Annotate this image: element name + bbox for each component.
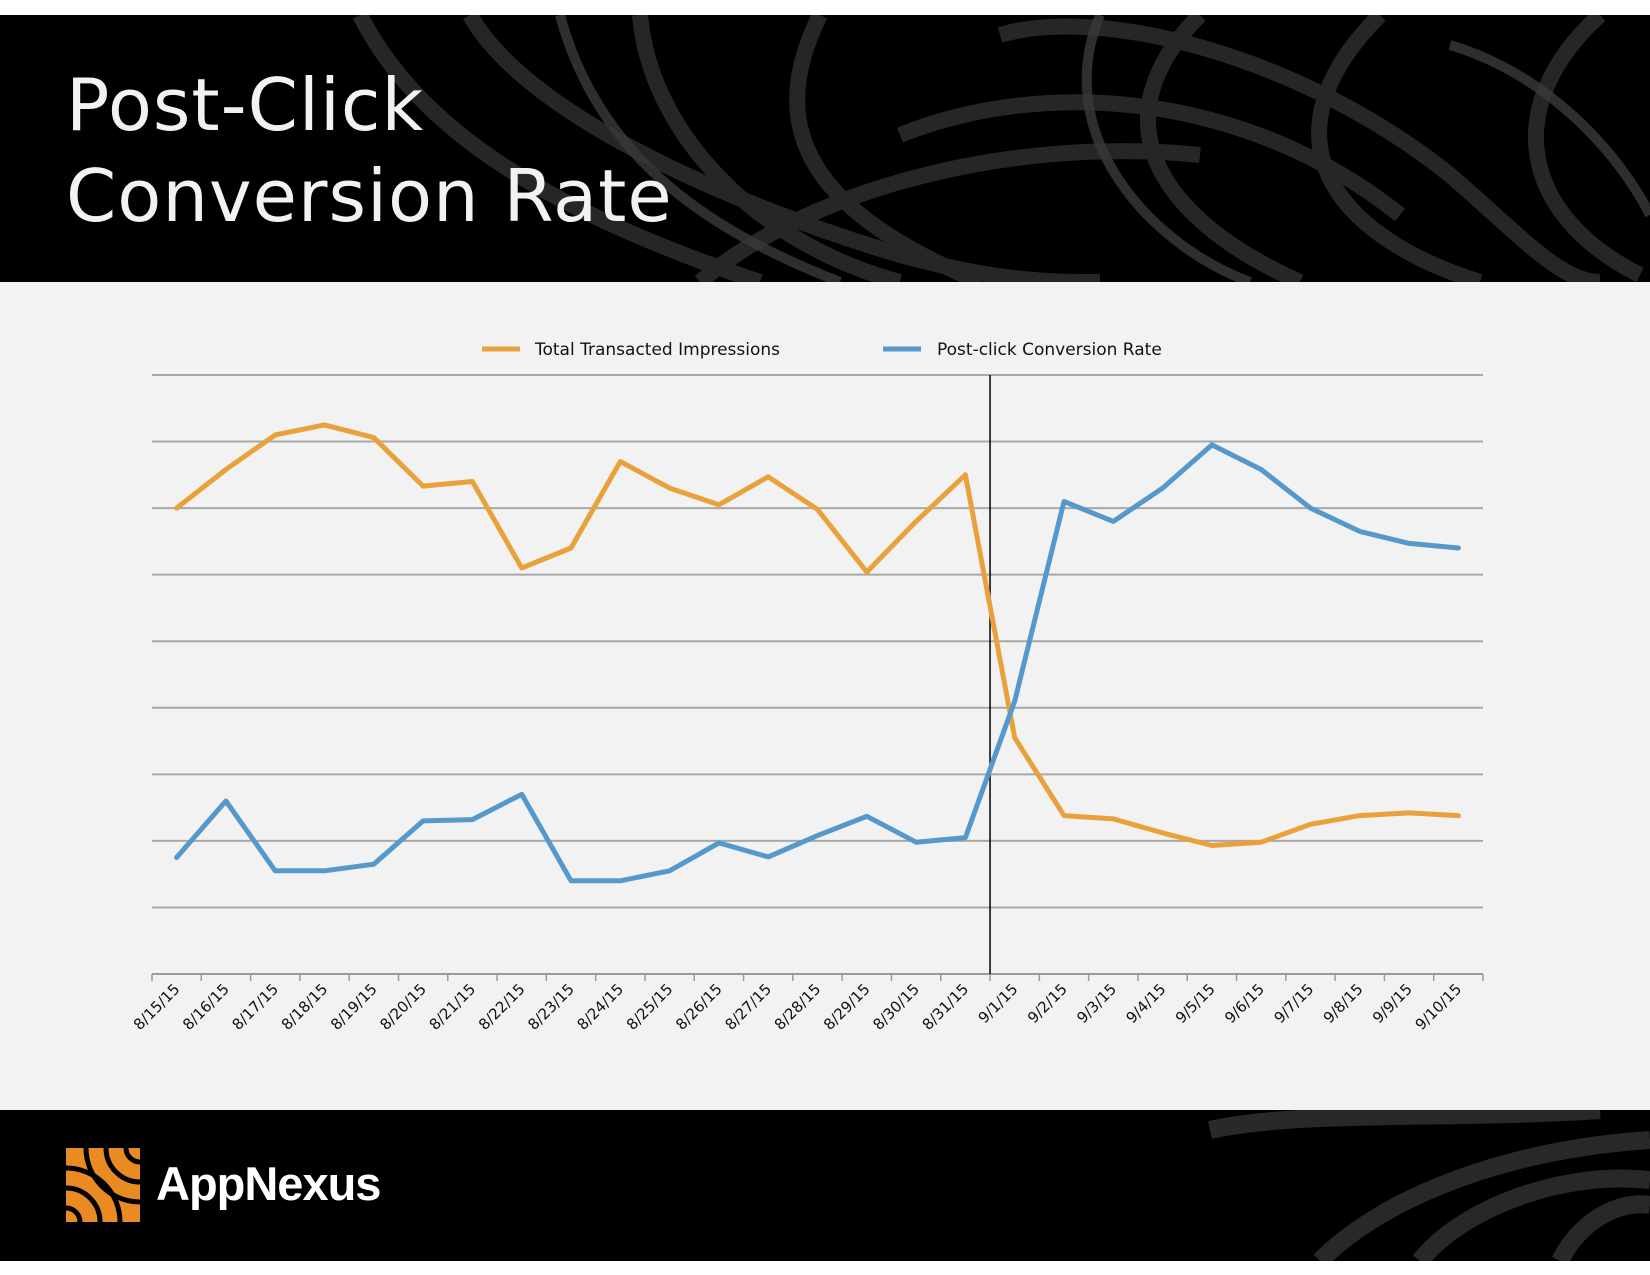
- x-tick-label: 9/7/15: [1270, 980, 1317, 1027]
- chart-legend: Total Transacted Impressions Post-click …: [482, 340, 1162, 360]
- header-banner: Post-Click Conversion Rate: [0, 15, 1650, 282]
- x-tick-label: 9/6/15: [1221, 980, 1268, 1027]
- x-tick-label: 8/24/15: [574, 980, 628, 1034]
- footer-banner: AppNexus: [0, 1110, 1650, 1261]
- footer-swirl-background: [1208, 1110, 1650, 1261]
- x-tick-label: 8/21/15: [426, 980, 480, 1034]
- x-tick-label: 9/2/15: [1024, 980, 1071, 1027]
- brand-wordmark: AppNexus: [156, 1157, 381, 1210]
- x-tick-label: 8/25/15: [623, 980, 677, 1034]
- legend-label-impressions: Total Transacted Impressions: [534, 340, 780, 360]
- x-tick-label: 9/10/15: [1412, 980, 1466, 1034]
- page-title-line1: Post-Click: [66, 63, 425, 147]
- x-tick-label: 8/15/15: [130, 980, 184, 1034]
- x-tick-label: 8/23/15: [524, 980, 578, 1034]
- x-tick-label: 9/5/15: [1172, 980, 1219, 1027]
- x-tick-label: 8/29/15: [820, 980, 874, 1034]
- x-tick-label: 9/1/15: [975, 980, 1022, 1027]
- page-title-line2: Conversion Rate: [66, 154, 673, 238]
- series-line-impressions: [174, 422, 1461, 848]
- x-tick-label: 8/16/15: [179, 980, 233, 1034]
- x-tick-label: 8/30/15: [869, 980, 923, 1034]
- x-tick-label: 8/28/15: [771, 980, 825, 1034]
- x-tick-label: 9/4/15: [1123, 980, 1170, 1027]
- x-tick-label: 8/27/15: [721, 980, 775, 1034]
- x-tick-label: 8/26/15: [672, 980, 726, 1034]
- x-tick-label: 8/17/15: [228, 980, 282, 1034]
- x-tick-label: 8/18/15: [278, 980, 332, 1034]
- x-tick-label: 9/8/15: [1320, 980, 1367, 1027]
- appnexus-logo-icon: [66, 1148, 140, 1222]
- line-chart: Total Transacted Impressions Post-click …: [130, 340, 1484, 1034]
- x-tick-label: 8/31/15: [919, 980, 973, 1034]
- x-tick-label: 8/22/15: [475, 980, 529, 1034]
- series-line-conversion: [174, 442, 1461, 884]
- x-tick-label: 8/19/15: [327, 980, 381, 1034]
- legend-label-conversion: Post-click Conversion Rate: [937, 340, 1162, 360]
- chart-panel: Total Transacted Impressions Post-click …: [0, 282, 1650, 1110]
- x-tick-label: 9/3/15: [1073, 980, 1120, 1027]
- x-tick-label: 9/9/15: [1369, 980, 1416, 1027]
- x-tick-label: 8/20/15: [376, 980, 430, 1034]
- swirl-background: [352, 15, 1650, 282]
